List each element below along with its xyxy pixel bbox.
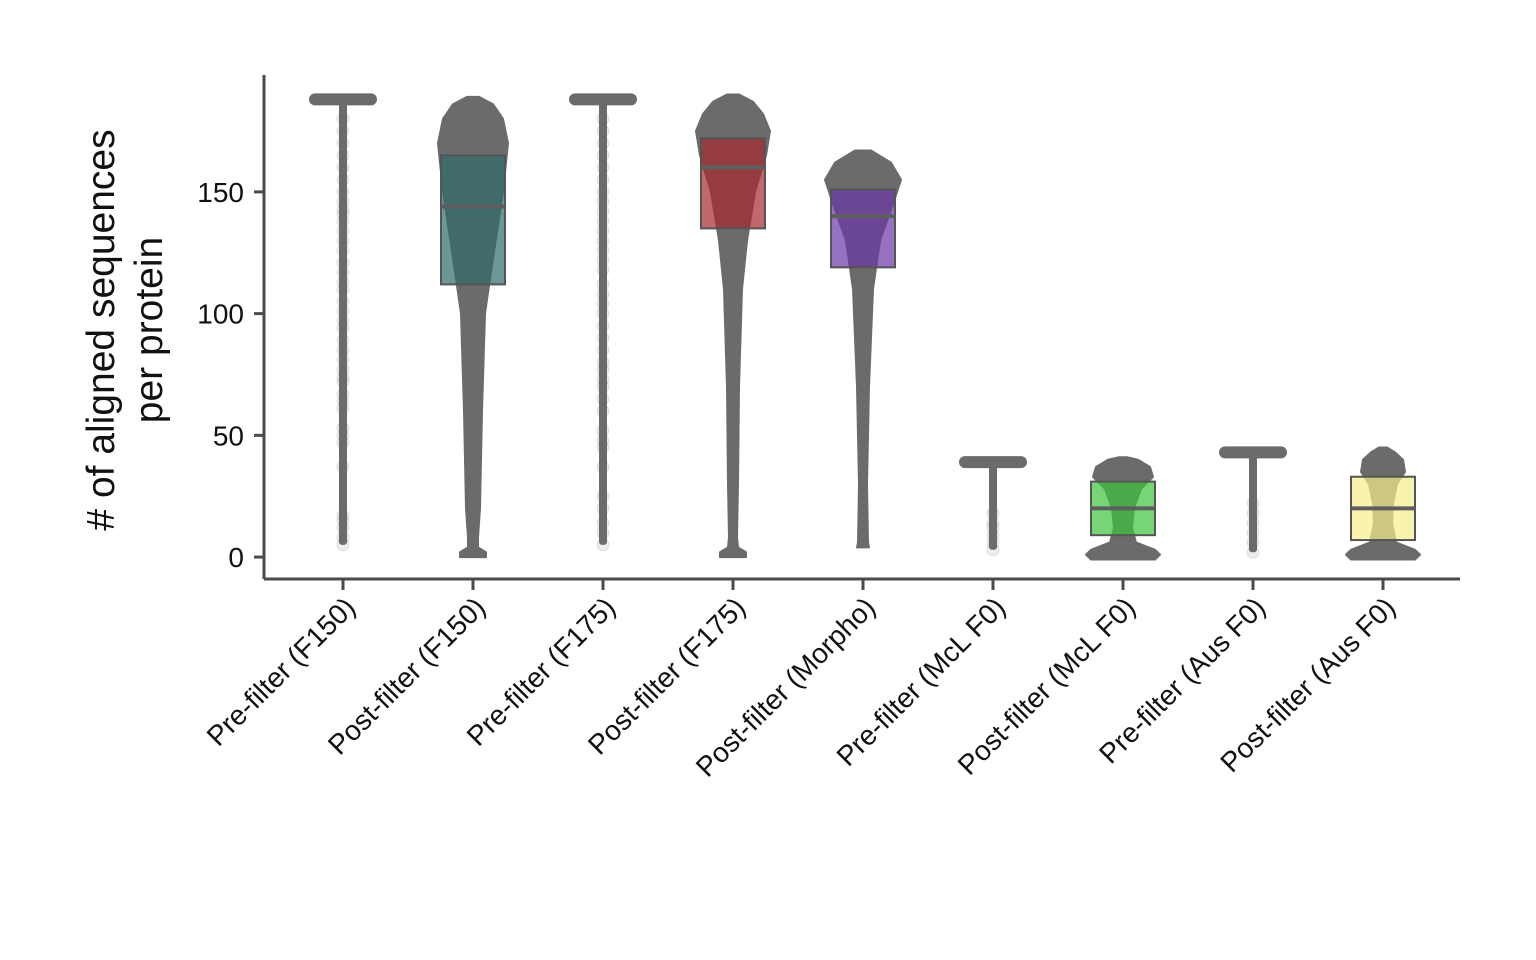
series-9: [1345, 446, 1421, 561]
box: [440, 154, 506, 286]
y-tick-label: 100: [197, 299, 244, 330]
series-6: [959, 456, 1027, 557]
y-axis-label-line2: per protein: [128, 237, 171, 423]
series-2: [437, 95, 509, 559]
y-tick-label: 50: [213, 420, 244, 451]
box: [700, 137, 766, 230]
series-7: [1085, 456, 1161, 561]
y-tick-label: 0: [228, 542, 244, 573]
violin-stem: [599, 99, 607, 545]
series-5: [824, 149, 902, 549]
violin-stem: [339, 99, 347, 545]
violin-stem: [1249, 452, 1257, 553]
y-tick-label: 150: [197, 177, 244, 208]
series-8: [1219, 446, 1287, 559]
chart-marks: [309, 93, 1421, 561]
y-axis-label: # of aligned sequences: [80, 129, 123, 530]
series-4: [695, 93, 771, 559]
series-1: [309, 93, 377, 552]
violin-cap: [309, 93, 377, 106]
box: [830, 188, 896, 269]
violin-cap: [959, 456, 1027, 469]
series-3: [569, 93, 637, 552]
violin-cap: [1219, 446, 1287, 459]
violin-shape: [824, 149, 902, 549]
violin-cap: [569, 93, 637, 106]
violin-stem: [989, 462, 997, 550]
